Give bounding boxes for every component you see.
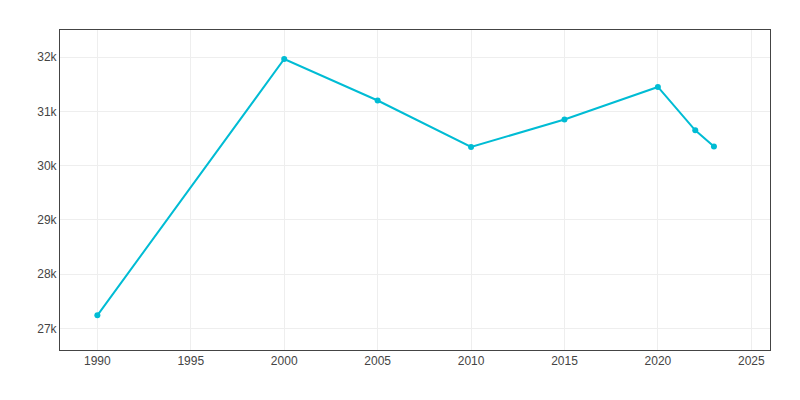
svg-text:28k: 28k (37, 267, 57, 281)
svg-text:2010: 2010 (458, 354, 485, 368)
svg-text:2025: 2025 (738, 354, 765, 368)
svg-text:29k: 29k (37, 213, 57, 227)
svg-text:1995: 1995 (177, 354, 204, 368)
svg-text:32k: 32k (37, 50, 57, 64)
svg-text:31k: 31k (37, 105, 57, 119)
svg-text:2020: 2020 (645, 354, 672, 368)
svg-text:27k: 27k (37, 322, 57, 336)
svg-text:2000: 2000 (271, 354, 298, 368)
svg-text:2015: 2015 (551, 354, 578, 368)
svg-text:1990: 1990 (84, 354, 111, 368)
svg-text:2005: 2005 (364, 354, 391, 368)
svg-text:30k: 30k (37, 159, 57, 173)
